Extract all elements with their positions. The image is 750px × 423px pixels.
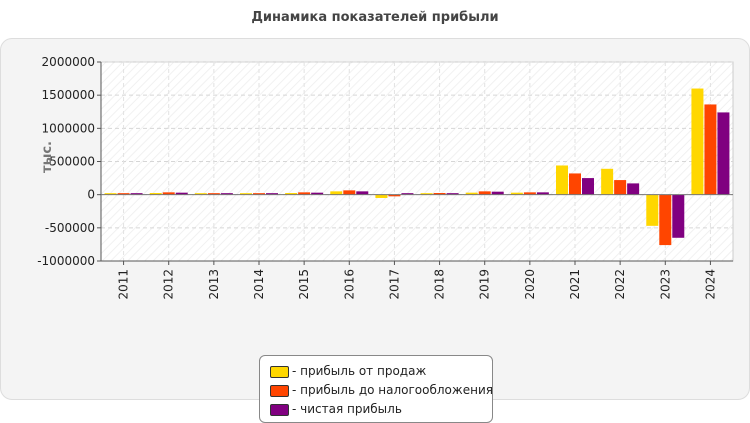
bar-series2-2019 [478,191,491,195]
bar-series3-2023 [672,194,685,238]
bar-series2-2014 [253,193,265,195]
bar-series2-2017 [388,194,401,197]
bar-series3-2024 [717,112,730,195]
y-tick-label: -1000000 [37,254,95,268]
bar-series1-2013 [194,193,207,195]
bar-series1-2011 [104,193,117,195]
bar-series3-2016 [356,191,369,195]
y-tick-label: 2000000 [42,55,95,69]
bar-series1-2020 [510,192,523,195]
bars [104,88,730,246]
legend: - прибыль от продаж - прибыль до налогоо… [259,355,493,423]
x-tick-label: 2021 [568,269,582,300]
bar-series3-2020 [536,192,549,195]
bar-series1-2012 [149,193,162,195]
bar-series2-2012 [162,192,175,195]
bar-series3-2017 [401,193,414,195]
x-tick-label: 2013 [207,269,221,300]
x-tick-label: 2020 [523,269,537,300]
legend-label-net-profit: - чистая прибыль [292,402,402,416]
bar-series1-2023 [646,194,659,226]
y-tick-label: 0 [87,188,95,202]
bar-series1-2022 [601,168,614,195]
bar-series1-2016 [330,191,343,195]
bar-series1-2019 [465,192,478,195]
x-tick-label: 2015 [297,269,311,300]
y-axis-label: тыс. [40,141,55,173]
x-tick-label: 2018 [433,269,447,300]
bar-series3-2013 [220,193,233,195]
x-tick-label: 2024 [703,269,717,300]
chart-title: Динамика показателей прибыли [251,10,499,25]
y-tick-label: 1500000 [42,88,95,102]
bar-series1-2024 [691,88,704,195]
legend-label-sales-profit: - прибыль от продаж [292,364,427,378]
bar-series2-2022 [614,180,627,195]
chart-panel: 2000000 1500000 1000000 500000 0 -500000 -1000… [0,38,750,423]
legend-swatch-net-profit [270,404,289,416]
x-tick-label: 2014 [252,269,266,300]
bar-series2-2013 [207,193,220,195]
bar-series1-2018 [420,193,433,195]
x-tick-label: 2011 [117,269,131,300]
legend-swatch-pretax-profit [270,385,289,397]
y-tick-label: 1000000 [42,121,95,135]
bar-series3-2021 [582,178,594,195]
y-tick-label: -500000 [45,221,95,235]
x-tick-label: 2022 [613,269,627,300]
bar-series3-2022 [627,183,640,195]
bar-series2-2011 [117,193,130,195]
bar-series1-2017 [375,194,388,198]
axes: 2000000 1500000 1000000 500000 0 -500000 -1000… [37,55,733,300]
x-tick-label: 2016 [342,269,356,300]
bar-series2-2021 [569,173,581,195]
bar-series3-2015 [311,192,324,195]
bar-series1-2015 [285,193,298,195]
legend-swatch-sales-profit [270,366,289,378]
bar-series2-2020 [523,192,536,195]
bar-series3-2014 [266,193,278,195]
bar-series2-2024 [704,104,717,195]
bar-series3-2018 [446,193,459,195]
bar-series3-2019 [491,191,504,195]
bar-series1-2021 [556,165,568,195]
bar-series1-2014 [240,193,252,195]
bar-series2-2016 [343,190,356,195]
legend-label-pretax-profit: - прибыль до налогообложения [292,383,493,397]
x-tick-label: 2019 [478,269,492,300]
bar-series2-2015 [298,192,311,195]
bar-series3-2012 [175,192,188,195]
y-tick-label: 500000 [49,155,95,169]
bar-series2-2023 [659,194,672,246]
x-tick-label: 2023 [658,269,672,300]
bar-series2-2018 [433,193,446,195]
x-tick-label: 2017 [387,269,401,300]
bar-series3-2011 [130,193,143,195]
bar-chart: 2000000 1500000 1000000 500000 0 -500000 -1000… [37,55,734,300]
x-tick-label: 2012 [162,269,176,300]
